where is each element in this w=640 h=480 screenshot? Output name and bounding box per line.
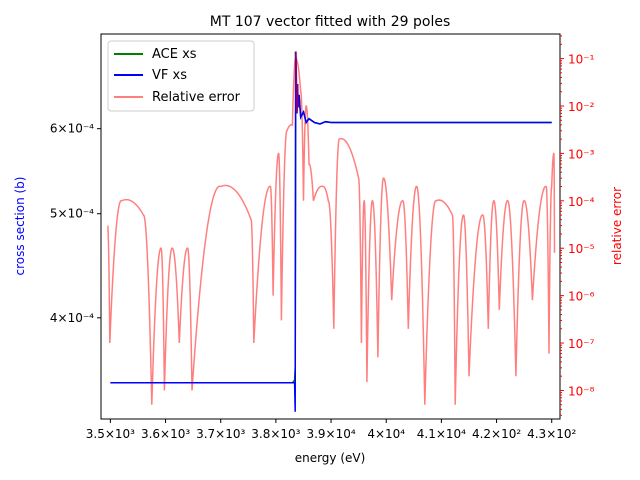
- x-tick-label: 3.6×10³: [141, 427, 190, 441]
- right-y-tick-label: 10⁻²: [568, 100, 595, 114]
- x-tick-label: 3.7×10³: [196, 427, 245, 441]
- legend-label-error: Relative error: [152, 90, 241, 105]
- x-tick-label: 4.1×10⁴: [417, 427, 466, 441]
- resonance-overlap: [294, 51, 299, 114]
- right-y-tick-label: 10⁻³: [568, 147, 595, 161]
- series-layer: [106, 51, 556, 412]
- x-axis-label: energy (eV): [295, 451, 366, 465]
- x-tick-label: 4×10⁴: [367, 427, 405, 441]
- x-tick-label: 3.9×10⁴: [306, 427, 355, 441]
- legend: ACE xs VF xs Relative error: [107, 40, 255, 112]
- x-axis: 3.5×10³ 3.6×10³ 3.7×10³ 3.8×10³ 3.9×10⁴ 4×10⁴…: [86, 419, 577, 441]
- plot-frame: [100, 33, 561, 420]
- left-y-tick-label: 4×10⁻⁴: [50, 311, 94, 325]
- right-y-tick-label: 10⁻⁸: [568, 384, 595, 398]
- legend-label-vf: VF xs: [152, 68, 187, 83]
- right-y-tick-label: 10⁻⁴: [568, 195, 595, 209]
- legend-box: [107, 40, 255, 112]
- x-tick-label: 4.3×10²: [527, 427, 576, 441]
- x-tick-label: 3.8×10³: [251, 427, 300, 441]
- right-y-axis: 10⁻⁸ 10⁻⁷ 10⁻⁶ 10⁻⁵ 10⁻⁴ 10⁻³ 10⁻² 10⁻¹: [560, 35, 595, 416]
- vf-xs-line: [110, 51, 552, 412]
- x-tick-label: 3.5×10³: [86, 427, 135, 441]
- left-y-tick-label: 6×10⁻⁴: [50, 122, 94, 136]
- legend-label-ace: ACE xs: [152, 47, 197, 62]
- right-y-tick-label: 10⁻¹: [568, 53, 595, 67]
- right-y-tick-label: 10⁻⁶: [568, 290, 595, 304]
- right-y-tick-label: 10⁻⁵: [568, 242, 595, 256]
- chart-title: MT 107 vector fitted with 29 poles: [210, 14, 451, 30]
- right-y-tick-label: 10⁻⁷: [568, 337, 595, 351]
- left-y-tick-label: 5×10⁻⁴: [50, 207, 94, 221]
- left-y-axis-label: cross section (b): [13, 177, 27, 276]
- left-y-axis: 4×10⁻⁴ 5×10⁻⁴ 6×10⁻⁴: [50, 122, 101, 325]
- relative-error-line: [106, 57, 556, 405]
- right-y-axis-label: relative error: [610, 187, 624, 265]
- x-tick-label: 4.2×10²: [472, 427, 521, 441]
